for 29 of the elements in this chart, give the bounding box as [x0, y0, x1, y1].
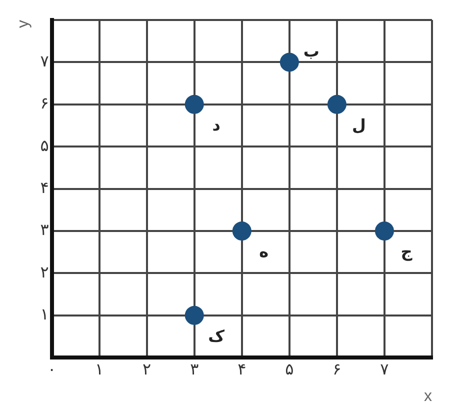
annotation: د — [212, 116, 220, 135]
x-tick-label: ۶ — [332, 359, 342, 378]
y-tick-label: ۷ — [40, 51, 50, 70]
y-tick-label: ۳ — [40, 220, 50, 240]
x-tick-label: ۷ — [380, 359, 390, 378]
annotation: ج — [400, 242, 413, 262]
y-tick-label: ۲ — [40, 262, 49, 282]
x-axis-title: x — [424, 388, 432, 405]
annotation: ب — [303, 41, 320, 60]
annotation: ه — [259, 242, 269, 262]
point — [184, 306, 204, 325]
point — [327, 94, 346, 114]
y-tick-label: ۵ — [40, 136, 49, 155]
x-tick-label: ۱ — [95, 359, 104, 378]
y-tick-label: ۶ — [40, 94, 49, 113]
x-tick-label: ۴ — [238, 359, 246, 378]
x-tick-label: ۰ — [47, 359, 56, 378]
x-tick-label: ۳ — [190, 359, 200, 378]
y-tick-label: ۱ — [40, 304, 49, 324]
y-tick-label: ۴ — [40, 178, 49, 197]
x-tick-label: ۵ — [285, 359, 294, 378]
annotation: ک — [208, 326, 226, 346]
point — [374, 222, 394, 240]
point — [232, 222, 252, 240]
x-tick-label: ۲ — [142, 359, 152, 378]
point — [280, 52, 299, 72]
y-axis-title: y — [15, 20, 32, 28]
annotation: ل — [352, 116, 366, 135]
point — [184, 94, 204, 114]
